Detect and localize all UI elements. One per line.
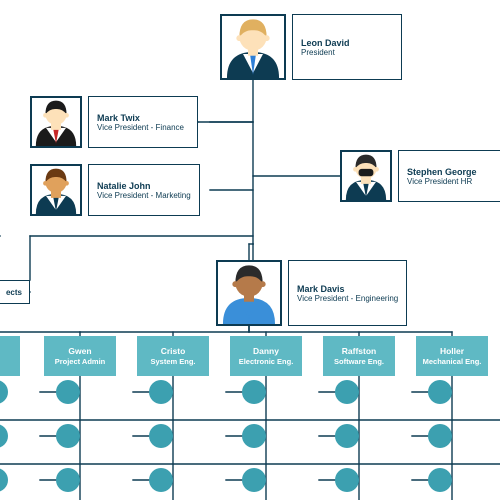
grid-circle — [242, 468, 266, 492]
sub-header-role-2: Electronic Eng. — [239, 357, 294, 366]
grid-circle — [242, 424, 266, 448]
label-vp-hr: Stephen George Vice President HR — [398, 150, 500, 202]
president-role: President — [301, 48, 393, 57]
vp-eng-role: Vice President - Engineering — [297, 294, 398, 303]
node-vp-hr: Stephen George Vice President HR — [340, 150, 500, 202]
grid-circle — [56, 424, 80, 448]
node-president: Leon David President — [220, 14, 402, 80]
avatar-vp-engineering — [216, 260, 282, 326]
grid-circle-partial — [0, 380, 8, 404]
label-vp-engineering: Mark Davis Vice President - Engineering — [288, 260, 407, 326]
vp-finance-role: Vice President - Finance — [97, 123, 189, 132]
sub-header-1: CristoSystem Eng. — [137, 336, 209, 376]
grid-circle — [428, 380, 452, 404]
avatar-president — [220, 14, 286, 80]
vp-marketing-name: Natalie John — [97, 181, 191, 191]
grid-circle — [428, 424, 452, 448]
president-name: Leon David — [301, 38, 393, 48]
sub-header-3: RaffstonSoftware Eng. — [323, 336, 395, 376]
grid-circle-partial — [0, 424, 8, 448]
vp-finance-name: Mark Twix — [97, 113, 189, 123]
avatar-vp-marketing — [30, 164, 82, 216]
sub-header-name-0: Gwen — [68, 346, 91, 356]
vp-marketing-role: Vice President - Marketing — [97, 191, 191, 200]
label-president: Leon David President — [292, 14, 402, 80]
grid-circle — [56, 468, 80, 492]
grid-circle — [242, 380, 266, 404]
grid-circle-partial — [0, 468, 8, 492]
sub-header-2: DannyElectronic Eng. — [230, 336, 302, 376]
node-vp-engineering: Mark Davis Vice President - Engineering — [216, 260, 407, 326]
avatar-vp-hr — [340, 150, 392, 202]
grid-circle — [335, 424, 359, 448]
sub-header-name-4: Holler — [440, 346, 464, 356]
grid-circle — [335, 468, 359, 492]
sub-header-0: GwenProject Admin — [44, 336, 116, 376]
vp-hr-name: Stephen George — [407, 167, 499, 177]
sub-header-partial — [0, 336, 20, 376]
sub-header-role-3: Software Eng. — [334, 357, 384, 366]
node-vp-finance: Mark Twix Vice President - Finance — [30, 96, 198, 148]
partial-label-text: ects — [6, 288, 22, 297]
partial-node-label: ects — [0, 280, 30, 304]
avatar-vp-finance — [30, 96, 82, 148]
grid-circle — [56, 380, 80, 404]
sub-header-4: HollerMechanical Eng. — [416, 336, 488, 376]
sub-header-role-1: System Eng. — [150, 357, 195, 366]
node-vp-marketing: Natalie John Vice President - Marketing — [30, 164, 200, 216]
grid-circle — [149, 468, 173, 492]
grid-circle — [149, 380, 173, 404]
label-vp-finance: Mark Twix Vice President - Finance — [88, 96, 198, 148]
sub-header-role-4: Mechanical Eng. — [423, 357, 482, 366]
sub-header-name-3: Raffston — [342, 346, 376, 356]
sub-header-name-2: Danny — [253, 346, 279, 356]
vp-eng-name: Mark Davis — [297, 284, 398, 294]
grid-circle — [149, 424, 173, 448]
grid-circle — [428, 468, 452, 492]
label-vp-marketing: Natalie John Vice President - Marketing — [88, 164, 200, 216]
vp-hr-role: Vice President HR — [407, 177, 499, 186]
sub-header-name-1: Cristo — [161, 346, 186, 356]
sub-header-role-0: Project Admin — [55, 357, 106, 366]
grid-circle — [335, 380, 359, 404]
